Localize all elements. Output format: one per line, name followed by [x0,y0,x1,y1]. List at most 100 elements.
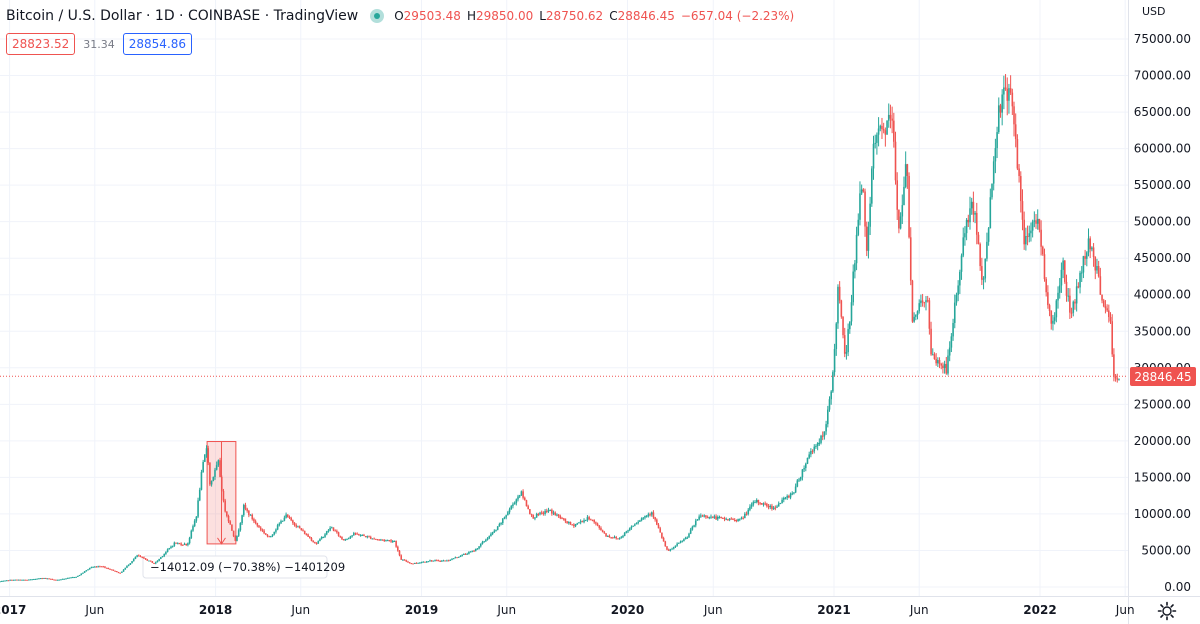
candle-body [61,578,64,580]
candle-body [630,526,633,529]
candle-body [456,557,458,559]
candle-body [381,539,384,541]
time-tick-label: 2019 [405,603,438,617]
candle-body [330,527,333,529]
settings-gear-icon[interactable] [1157,601,1177,621]
ohlc-open: O29503.48 [394,9,461,23]
candle-body [759,502,761,504]
sell-button[interactable]: 28823.52 [6,33,76,55]
candle-body [58,579,61,581]
candle-body [322,536,325,538]
candle-body [481,541,484,544]
candle-body [718,516,721,518]
candle-body [667,549,670,551]
candle-body [898,209,900,229]
measure-label-bg [142,555,328,579]
candle-body [1035,220,1037,224]
candle-body [654,517,656,520]
candle-body [926,300,929,302]
time-axis[interactable]: 2017 Jun 2018 Jun 2019 Jun 2020 Jun 2021 Jun 2022 J… [0,596,1200,618]
candle-body [701,515,704,517]
candle-body [334,530,336,532]
candle-body [1045,279,1047,293]
candle-body [75,576,77,578]
candle-body [1055,300,1058,318]
candle-body [192,526,194,531]
candle-body [708,517,711,519]
candle-body [700,515,702,517]
candle-body [207,448,210,463]
buy-button[interactable]: 28854.86 [122,33,193,55]
candle-body [427,561,430,563]
candle-body [908,175,910,238]
candle-body [12,579,15,581]
candle-body [258,525,260,528]
candle-body [513,503,516,505]
candle-body [375,538,377,540]
candle-body [1096,265,1098,271]
candle-body [1072,301,1075,313]
candle-body [403,559,406,561]
candle-body [80,573,83,576]
measurement-tool[interactable]: −14012.09 (−70.38%) −1401209 [142,441,345,579]
candle-body [953,302,956,323]
candle-body [981,266,983,280]
candle-body [369,536,372,539]
candle-body [1113,354,1115,377]
candle-body [996,132,998,149]
candle-body [896,180,899,210]
candle-body [945,363,948,374]
candle-body [820,435,822,443]
candle-body [78,575,81,577]
candle-body [735,520,738,522]
candle-body [244,504,247,509]
candle-body [412,563,414,565]
candle-body [0,581,1,583]
time-tick-label: Jun [84,603,104,617]
candle-body [794,486,797,493]
candle-body [825,424,827,432]
candle-body [63,578,66,580]
candle-body [447,560,450,562]
price-axis[interactable]: 0.00 5000.00 10000.00 15000.00 20000.00 25000… [1128,0,1192,624]
candle-body [762,503,765,505]
candle-body [771,505,773,509]
candle-body [608,535,611,538]
candle-body [876,134,878,143]
candle-body [584,519,587,521]
candle-body [1014,124,1017,140]
candle-body [457,556,460,558]
candle-body [573,524,575,527]
candle-body [652,512,655,518]
candle-body [669,549,672,551]
candle-body [672,546,675,549]
candle-body [512,504,514,507]
candle-body [979,244,981,267]
currency-label[interactable]: USD [1142,5,1166,18]
candle-body [881,125,883,130]
candle-body [808,454,810,458]
candle-body [185,543,188,546]
candle-body [877,128,880,135]
candle-body [176,543,179,545]
candle-body [1062,260,1064,270]
candle-body [515,499,518,504]
candle-body [1050,310,1053,324]
candle-body [760,503,763,505]
candle-body [188,537,191,544]
candle-body [24,579,27,581]
candle-body [280,521,282,524]
candle-body [872,143,875,169]
candle-body [1060,269,1063,286]
candle-body [293,522,296,526]
candle-body [833,348,836,373]
symbol-title[interactable]: Bitcoin / U.S. Dollar · 1D · COINBASE · … [6,8,359,24]
candle-body [402,559,404,561]
candle-body [476,548,479,550]
candle-body [769,505,772,508]
candle-body [124,567,127,570]
candle-body [1114,376,1117,379]
candle-body [617,538,619,540]
candle-body [109,568,111,570]
